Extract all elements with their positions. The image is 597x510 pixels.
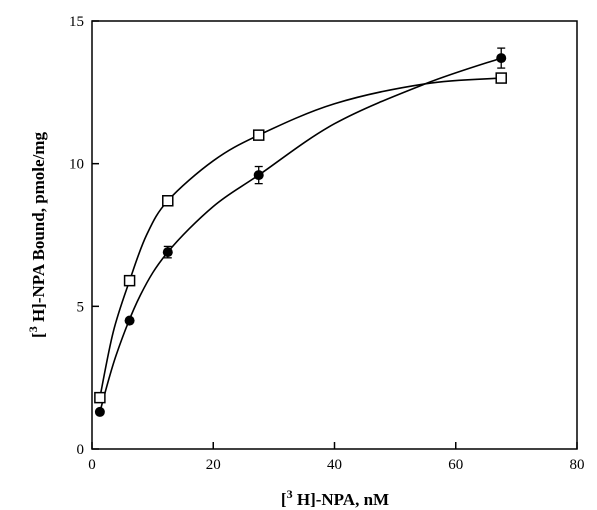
ticks: 0 20 40 60 80 0 5 10 15 [69,14,585,473]
y-axis-label-text: H]-NPA Bound, pmole/mg [29,132,48,327]
y-tick-label: 0 [77,442,85,458]
data-point-filled-circle [162,247,173,258]
plot-frame [91,20,578,450]
data-point-filled-circle [496,53,507,64]
data-point-open-square [252,129,265,141]
data-point-open-square [162,195,174,207]
data-point-filled-circle [253,170,264,181]
fit-curve-open-square [99,77,502,398]
x-tick-label: 80 [570,457,585,473]
data-markers [94,47,507,417]
fit-curve-filled-circle [99,57,502,413]
x-tick-label: 40 [327,457,342,473]
y-tick-label: 15 [69,14,84,30]
data-point-open-square [123,274,136,287]
data-point-open-square [495,72,507,84]
y-tick-label: 5 [77,299,85,315]
x-axis-label-superscript: 3 [287,487,293,501]
data-point-filled-circle [94,406,105,417]
x-tick-label: 60 [448,457,463,473]
y-axis-label: [3 H]-NPA Bound, pmole/mg [26,132,48,338]
fit-curves [99,57,502,413]
x-axis-label: [3 H]-NPA, nM [281,487,389,509]
y-tick-label: 10 [69,157,84,173]
y-axis-label-prefix: [ [29,332,48,338]
x-axis-label-prefix: [ [281,490,287,509]
data-point-filled-circle [124,315,135,326]
x-tick-label: 20 [206,457,221,473]
y-axis-label-superscript: 3 [26,326,40,332]
data-point-open-square [94,391,106,404]
x-tick-label: 0 [88,457,96,473]
x-axis-label-text: H]-NPA, nM [293,490,389,509]
